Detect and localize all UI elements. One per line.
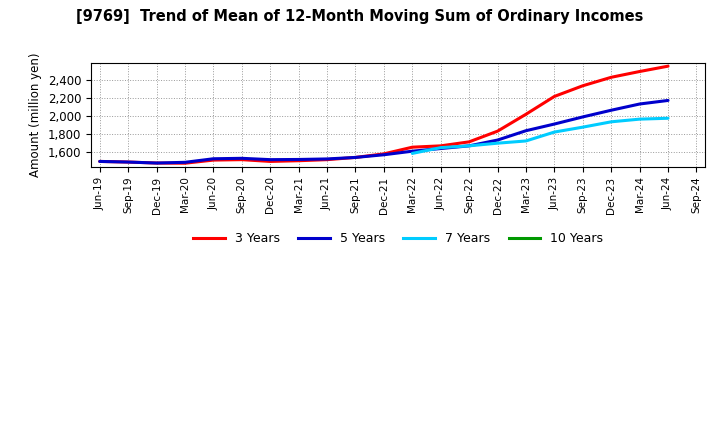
5 Years [379,152,388,158]
3 Years [664,63,672,69]
3 Years [294,158,303,163]
7 Years [607,119,616,125]
5 Years [550,121,559,127]
5 Years [664,98,672,103]
3 Years [238,157,246,162]
5 Years [181,160,189,165]
3 Years [522,112,531,117]
3 Years [578,83,587,88]
5 Years [351,155,360,160]
5 Years [465,143,474,148]
7 Years [578,125,587,130]
3 Years [152,161,161,166]
5 Years [408,149,417,154]
7 Years [635,117,644,122]
5 Years [294,157,303,162]
3 Years [351,155,360,160]
3 Years [95,159,104,164]
Line: 5 Years: 5 Years [99,100,668,163]
5 Years [323,156,331,161]
7 Years [436,145,445,150]
3 Years [607,75,616,80]
7 Years [408,151,417,156]
5 Years [607,108,616,113]
7 Years [522,138,531,143]
5 Years [152,161,161,166]
Line: 7 Years: 7 Years [413,118,668,154]
3 Years [408,145,417,150]
3 Years [436,143,445,148]
7 Years [493,140,502,146]
3 Years [465,139,474,144]
7 Years [465,143,474,148]
5 Years [635,101,644,106]
3 Years [550,94,559,99]
3 Years [124,159,132,165]
5 Years [238,156,246,161]
Legend: 3 Years, 5 Years, 7 Years, 10 Years: 3 Years, 5 Years, 7 Years, 10 Years [189,227,608,250]
3 Years [323,157,331,162]
5 Years [493,137,502,143]
5 Years [266,157,274,162]
Line: 3 Years: 3 Years [99,66,668,163]
Y-axis label: Amount (million yen): Amount (million yen) [30,52,42,177]
5 Years [578,114,587,120]
3 Years [181,161,189,166]
5 Years [436,146,445,151]
3 Years [209,158,217,163]
3 Years [635,69,644,74]
3 Years [493,128,502,134]
5 Years [95,159,104,164]
3 Years [266,159,274,164]
5 Years [124,159,132,165]
3 Years [379,151,388,157]
5 Years [209,156,217,161]
7 Years [550,129,559,135]
7 Years [664,116,672,121]
5 Years [522,128,531,133]
Text: [9769]  Trend of Mean of 12-Month Moving Sum of Ordinary Incomes: [9769] Trend of Mean of 12-Month Moving … [76,9,644,24]
